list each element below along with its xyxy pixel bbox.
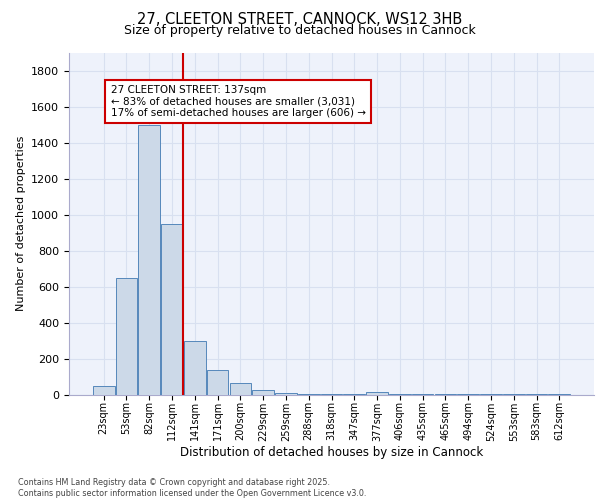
X-axis label: Distribution of detached houses by size in Cannock: Distribution of detached houses by size … <box>180 446 483 459</box>
Bar <box>275 393 297 395</box>
Bar <box>253 390 274 395</box>
Bar <box>184 341 206 395</box>
Bar <box>434 394 456 395</box>
Text: 27, CLEETON STREET, CANNOCK, WS12 3HB: 27, CLEETON STREET, CANNOCK, WS12 3HB <box>137 12 463 28</box>
Bar <box>161 224 183 395</box>
Bar <box>389 394 410 395</box>
Bar <box>139 124 160 395</box>
Bar <box>457 394 479 395</box>
Bar <box>320 394 343 395</box>
Bar <box>526 394 547 395</box>
Bar <box>93 386 115 395</box>
Bar <box>412 394 433 395</box>
Y-axis label: Number of detached properties: Number of detached properties <box>16 136 26 312</box>
Text: 27 CLEETON STREET: 137sqm
← 83% of detached houses are smaller (3,031)
17% of se: 27 CLEETON STREET: 137sqm ← 83% of detac… <box>110 85 365 118</box>
Bar <box>548 394 570 395</box>
Bar <box>366 392 388 395</box>
Bar <box>480 394 502 395</box>
Bar <box>503 394 524 395</box>
Bar <box>298 394 320 395</box>
Bar <box>207 370 229 395</box>
Bar <box>343 394 365 395</box>
Text: Contains HM Land Registry data © Crown copyright and database right 2025.
Contai: Contains HM Land Registry data © Crown c… <box>18 478 367 498</box>
Text: Size of property relative to detached houses in Cannock: Size of property relative to detached ho… <box>124 24 476 37</box>
Bar <box>230 384 251 395</box>
Bar <box>116 278 137 395</box>
